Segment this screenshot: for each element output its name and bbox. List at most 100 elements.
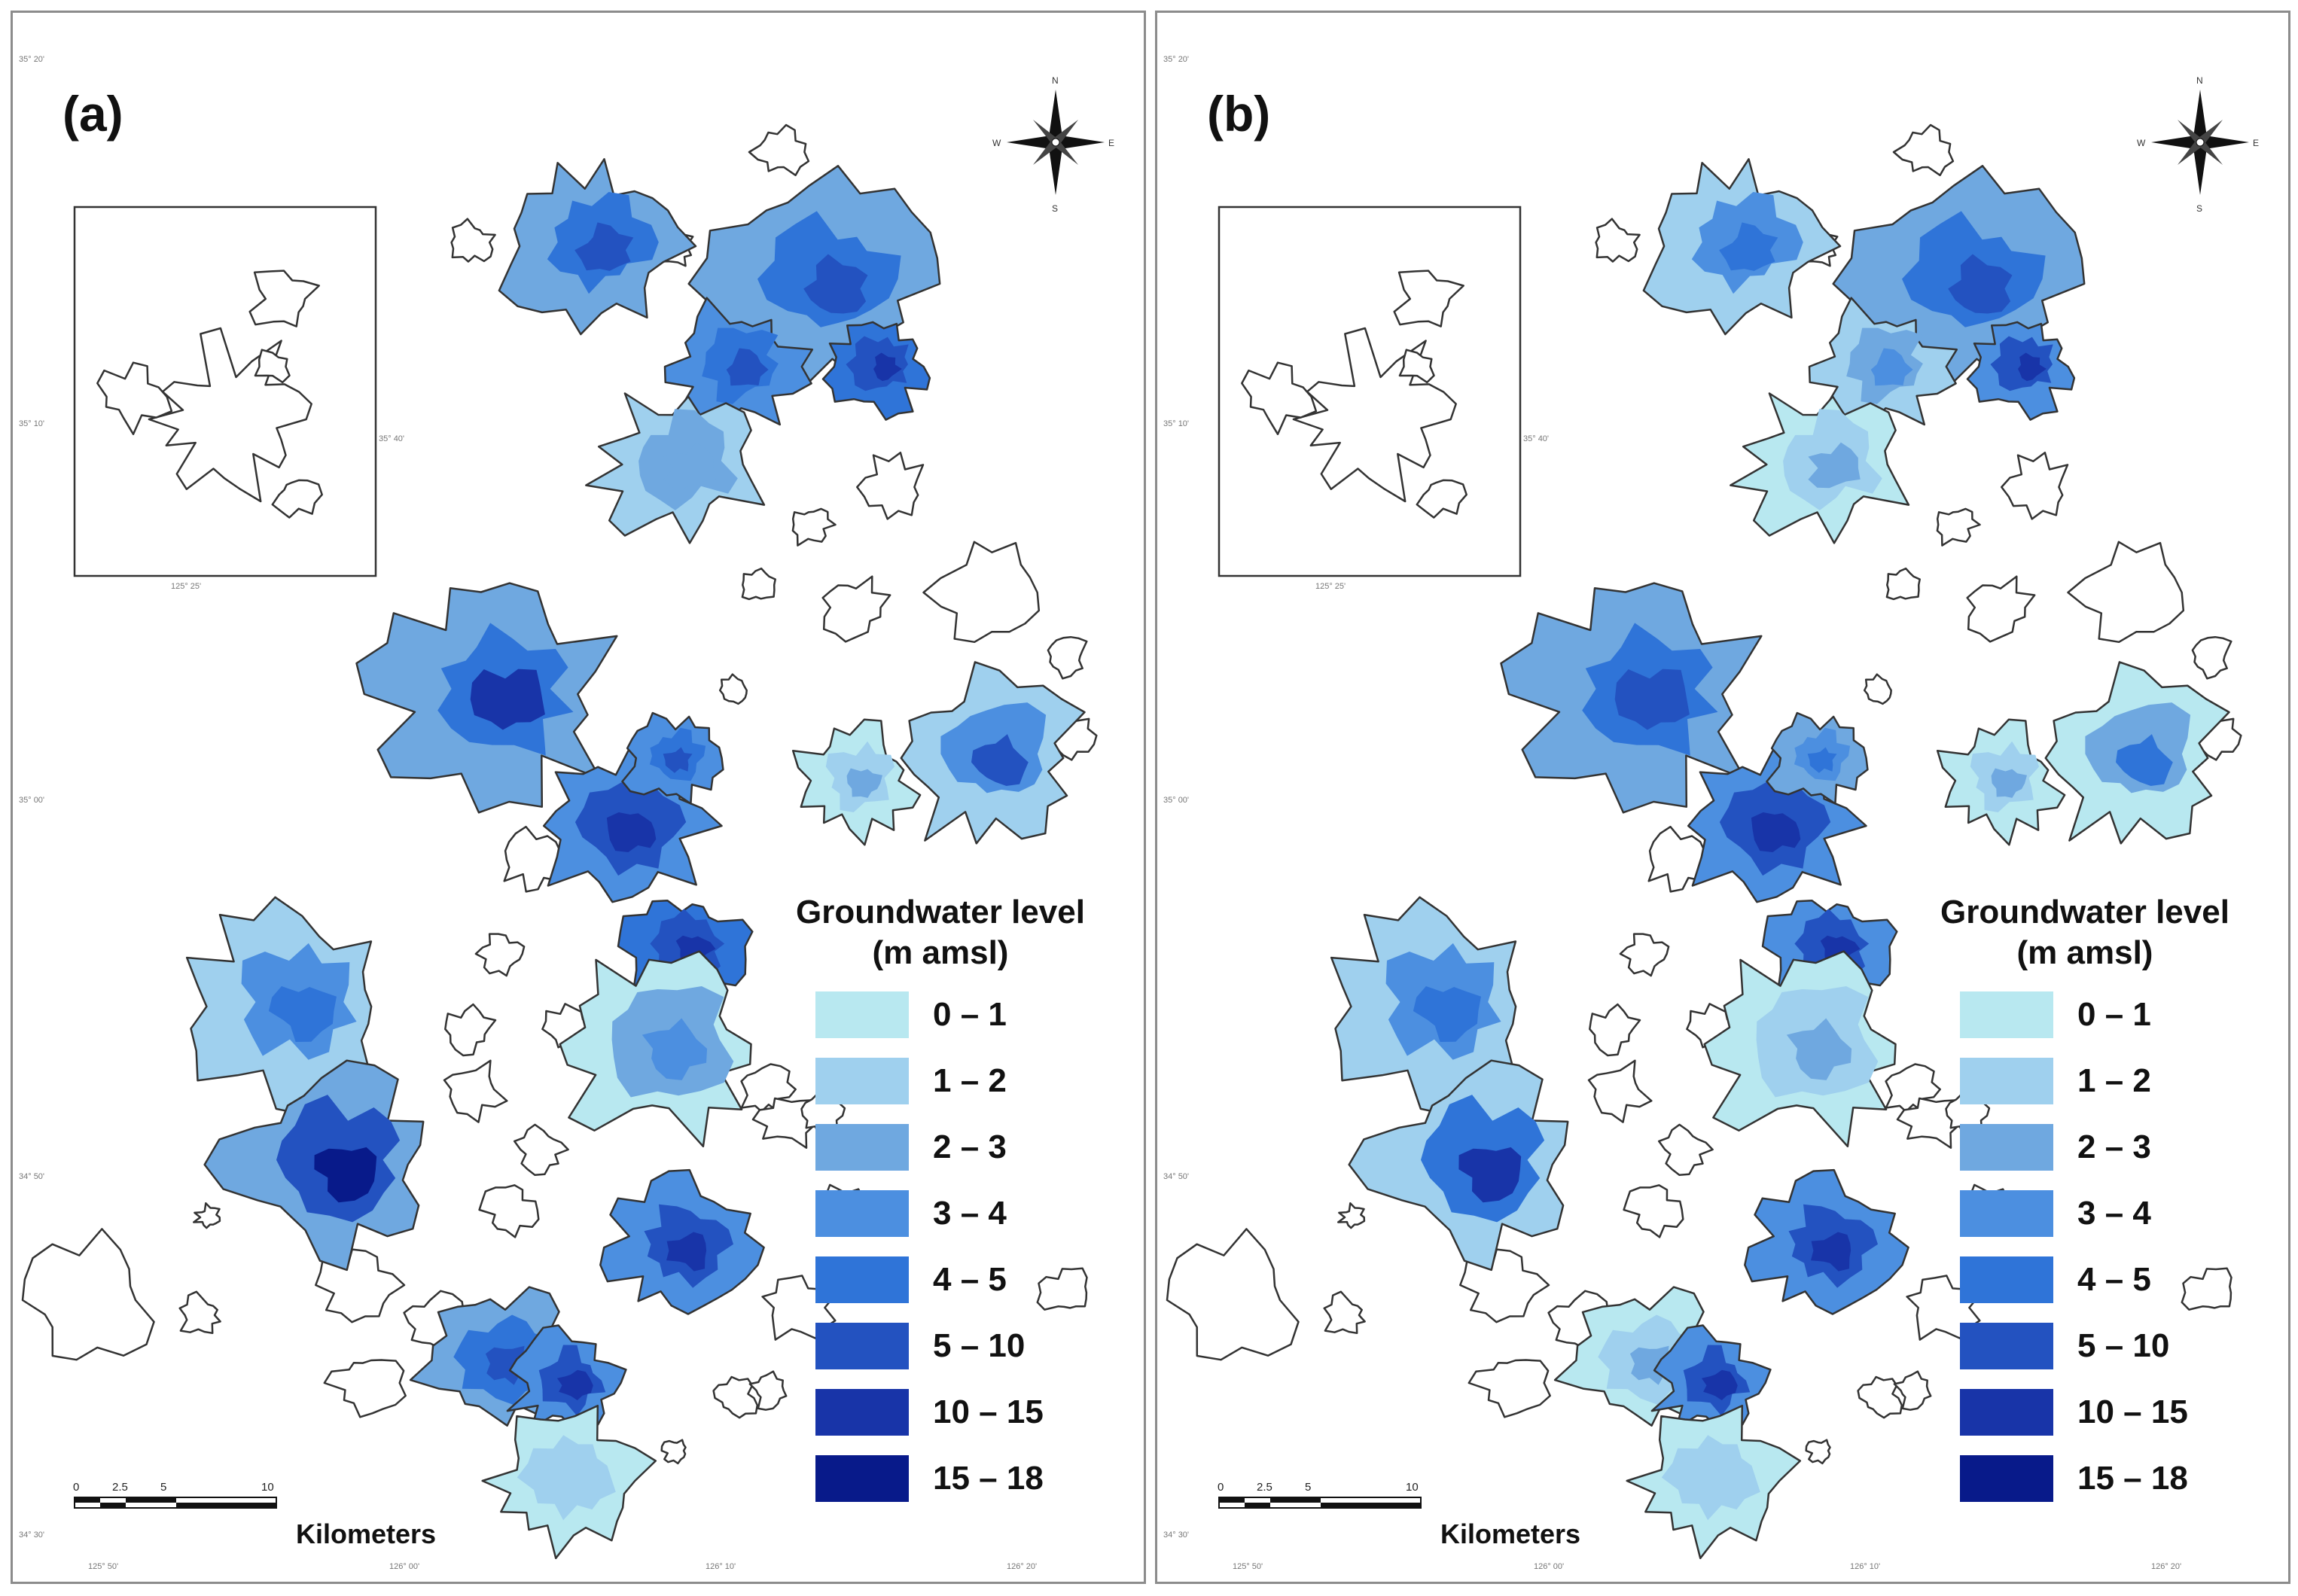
scale-bar-segment bbox=[1245, 1503, 1270, 1508]
legend-title-line1: Groundwater level bbox=[1940, 894, 2229, 930]
legend-range: 3 – 4 bbox=[933, 1195, 1007, 1232]
inset-map-b bbox=[1218, 206, 1522, 577]
compass-letter: E bbox=[1108, 138, 1114, 148]
legend-swatch bbox=[1960, 1124, 2053, 1171]
compass-needle bbox=[2200, 135, 2249, 150]
groundwater-zone bbox=[2116, 734, 2173, 786]
small-island bbox=[1857, 1375, 1903, 1419]
small-island bbox=[443, 1059, 508, 1123]
small-island bbox=[791, 507, 837, 547]
small-island bbox=[178, 1290, 221, 1335]
small-island bbox=[1893, 1370, 1932, 1411]
groundwater-zone bbox=[846, 768, 882, 798]
compass-needle bbox=[1033, 141, 1057, 165]
inset-island bbox=[1416, 479, 1467, 519]
small-island bbox=[1589, 1003, 1641, 1057]
groundwater-zone bbox=[1948, 254, 2013, 314]
groundwater-zone bbox=[470, 669, 545, 730]
compass-needle bbox=[2193, 90, 2208, 142]
coord-label: 126° 00' bbox=[389, 1562, 420, 1571]
small-island bbox=[1047, 635, 1088, 680]
map-panel-a: N S E W (a) Groundwater level (m amsl) 0 – … bbox=[11, 11, 1146, 1584]
legend-swatch bbox=[815, 1190, 909, 1237]
map-panel-b: N S E W (b) Groundwater level (m amsl) 0 – … bbox=[1155, 11, 2290, 1584]
scale-bar-b bbox=[1218, 1497, 1422, 1509]
groundwater-zone bbox=[1614, 669, 1690, 730]
coord-label: 34° 50' bbox=[19, 1172, 45, 1181]
scale-tick: 10 bbox=[261, 1481, 274, 1494]
compass-letter: S bbox=[2196, 203, 2202, 214]
groundwater-zone bbox=[2018, 352, 2047, 382]
legend-range: 0 – 1 bbox=[2077, 996, 2151, 1033]
coord-label: 126° 10' bbox=[1850, 1562, 1881, 1571]
legend-range: 5 – 10 bbox=[933, 1327, 1026, 1364]
small-island bbox=[748, 1370, 788, 1411]
groundwater-zone bbox=[1870, 348, 1913, 386]
inset-island bbox=[248, 270, 320, 327]
small-island bbox=[192, 1202, 221, 1229]
inset-island bbox=[254, 349, 291, 384]
groundwater-zone bbox=[1991, 768, 2027, 798]
small-island bbox=[922, 541, 1041, 644]
legend-range: 1 – 2 bbox=[2077, 1062, 2151, 1099]
legend-swatch bbox=[815, 1124, 909, 1171]
groundwater-zone bbox=[606, 812, 657, 852]
coord-label: 35° 20' bbox=[1163, 55, 1190, 64]
small-island bbox=[1467, 1359, 1551, 1418]
compass-letter: W bbox=[992, 138, 1001, 148]
legend-range: 4 – 5 bbox=[933, 1261, 1007, 1298]
coord-label: 126° 20' bbox=[2151, 1562, 2182, 1571]
scale-bar-segment bbox=[176, 1503, 276, 1508]
legend-range: 2 – 3 bbox=[933, 1128, 1007, 1165]
inset-island bbox=[96, 361, 173, 435]
inset-island bbox=[148, 327, 312, 503]
coord-label: 35° 40' bbox=[379, 434, 405, 443]
compass-needle bbox=[1054, 120, 1078, 144]
legend-range: 15 – 18 bbox=[933, 1460, 1044, 1497]
legend-swatch bbox=[815, 1256, 909, 1303]
coord-label: 126° 00' bbox=[1534, 1562, 1565, 1571]
small-island bbox=[1323, 1290, 1366, 1335]
small-island bbox=[444, 1003, 497, 1057]
scale-tick: 0 bbox=[73, 1481, 80, 1494]
coord-label: 125° 25' bbox=[1315, 582, 1346, 591]
legend-swatch bbox=[815, 1455, 909, 1502]
legend-range: 4 – 5 bbox=[2077, 1261, 2151, 1298]
compass-needle bbox=[2199, 120, 2223, 144]
compass-needle bbox=[1048, 142, 1063, 195]
groundwater-zone bbox=[1701, 1369, 1738, 1400]
compass-needle bbox=[2193, 142, 2208, 195]
map-canvas-a: N S E W bbox=[21, 75, 1114, 1560]
compass-center bbox=[2196, 138, 2205, 147]
groundwater-zone bbox=[1694, 1466, 1746, 1505]
compass-letter: S bbox=[1052, 203, 1058, 214]
groundwater-zone bbox=[803, 254, 868, 314]
coord-label: 34° 50' bbox=[1163, 1172, 1190, 1181]
inset-map-a bbox=[73, 206, 377, 577]
groundwater-zone bbox=[663, 442, 716, 489]
legend-swatch bbox=[1960, 1058, 2053, 1104]
small-island bbox=[513, 1123, 569, 1177]
legend-title-b: Groundwater level (m amsl) bbox=[1904, 892, 2266, 973]
compass-needle bbox=[1056, 135, 1105, 150]
coord-label: 35° 10' bbox=[1163, 419, 1190, 428]
small-island bbox=[712, 1375, 759, 1419]
coord-label: 35° 00' bbox=[1163, 796, 1190, 805]
legend-range: 15 – 18 bbox=[2077, 1460, 2188, 1497]
legend-swatch bbox=[815, 1323, 909, 1369]
small-island bbox=[1863, 673, 1892, 705]
groundwater-zone bbox=[726, 348, 769, 386]
small-island bbox=[450, 218, 496, 263]
small-island bbox=[474, 933, 526, 977]
compass-letter: N bbox=[1052, 75, 1059, 86]
coord-label: 34° 30' bbox=[19, 1531, 45, 1540]
inset-island bbox=[271, 479, 323, 519]
groundwater-zone bbox=[1458, 1147, 1522, 1203]
north-arrow-icon: N S E W bbox=[2137, 75, 2259, 214]
small-island bbox=[1166, 1228, 1300, 1361]
inset-island bbox=[1398, 349, 1435, 384]
scale-tick: 5 bbox=[160, 1481, 167, 1494]
groundwater-zone bbox=[550, 1466, 602, 1505]
groundwater-zone bbox=[1811, 1232, 1852, 1272]
coord-label: 126° 10' bbox=[706, 1562, 736, 1571]
